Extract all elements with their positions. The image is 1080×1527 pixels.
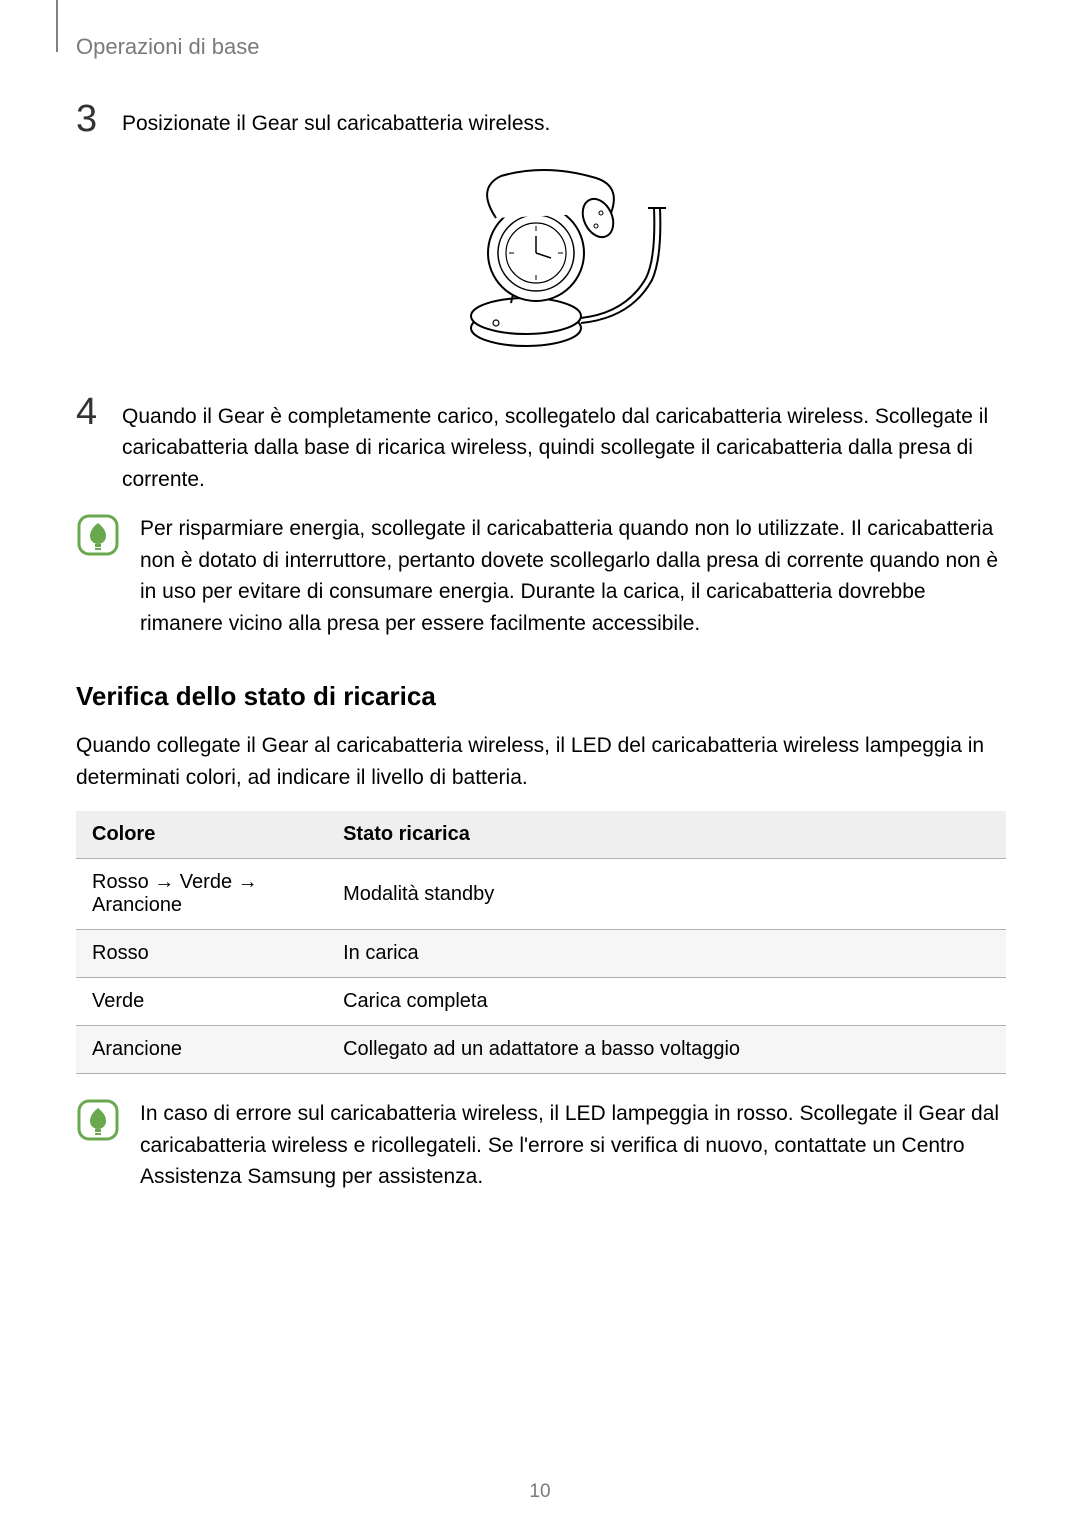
note-icon <box>76 1098 120 1147</box>
note-energy-saving: Per risparmiare energia, scollegate il c… <box>76 513 1006 639</box>
cell-status: Carica completa <box>327 978 1006 1026</box>
step-number: 3 <box>76 100 104 138</box>
note-error-led: In caso di errore sul caricabatteria wir… <box>76 1098 1006 1193</box>
note-icon <box>76 513 120 562</box>
table-row: Rosso In carica <box>76 930 1006 978</box>
column-header-color: Colore <box>76 811 327 859</box>
cell-color: Rosso <box>76 930 327 978</box>
table-row: Rosso → Verde → Arancione Modalità stand… <box>76 859 1006 930</box>
section-heading: Verifica dello stato di ricarica <box>76 681 1006 712</box>
watch-on-charger-illustration <box>406 158 676 358</box>
header-section-title: Operazioni di base <box>76 34 259 60</box>
device-illustration <box>76 158 1006 363</box>
note-text: In caso di errore sul caricabatteria wir… <box>140 1098 1006 1193</box>
page-content: 3 Posizionate il Gear sul caricabatteria… <box>76 100 1006 1211</box>
cell-color: Verde <box>76 978 327 1026</box>
cell-status: Collegato ad un adattatore a basso volta… <box>327 1026 1006 1074</box>
cell-status: In carica <box>327 930 1006 978</box>
table-row: Arancione Collegato ad un adattatore a b… <box>76 1026 1006 1074</box>
header-rule <box>56 0 58 52</box>
note-text: Per risparmiare energia, scollegate il c… <box>140 513 1006 639</box>
step-number: 4 <box>76 393 104 431</box>
step-text: Quando il Gear è completamente carico, s… <box>122 393 1006 496</box>
step-4: 4 Quando il Gear è completamente carico,… <box>76 393 1006 496</box>
cell-status: Modalità standby <box>327 859 1006 930</box>
cell-color: Rosso → Verde → Arancione <box>76 859 327 930</box>
step-3: 3 Posizionate il Gear sul caricabatteria… <box>76 100 1006 140</box>
section-intro: Quando collegate il Gear al caricabatter… <box>76 730 1006 793</box>
page-number: 10 <box>0 1481 1080 1503</box>
column-header-status: Stato ricarica <box>327 811 1006 859</box>
table-header-row: Colore Stato ricarica <box>76 811 1006 859</box>
charge-status-table: Colore Stato ricarica Rosso → Verde → Ar… <box>76 811 1006 1074</box>
step-text: Posizionate il Gear sul caricabatteria w… <box>122 100 550 140</box>
table-row: Verde Carica completa <box>76 978 1006 1026</box>
cell-color: Arancione <box>76 1026 327 1074</box>
